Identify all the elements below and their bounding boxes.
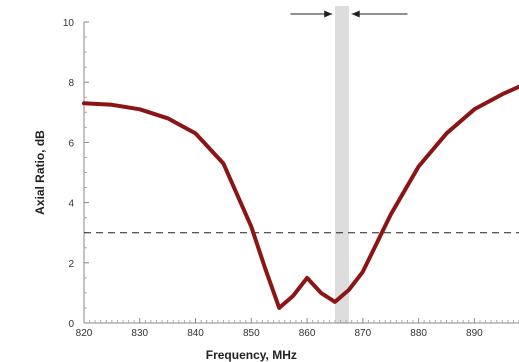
highlight-band-layer <box>334 6 349 323</box>
x-tick-label: 870 <box>355 328 372 339</box>
x-tick-label: 840 <box>187 328 204 339</box>
x-tick-label: 860 <box>299 328 316 339</box>
x-tick-label: 890 <box>466 328 483 339</box>
x-tick-label: 820 <box>76 328 93 339</box>
series-layer <box>82 84 519 310</box>
y-axis-title: Axial Ratio, dB <box>33 130 47 215</box>
arrow-head <box>351 10 360 18</box>
y-tick-label: 8 <box>68 78 74 89</box>
x-tick-label: 850 <box>243 328 260 339</box>
y-tick-label: 6 <box>68 138 74 149</box>
arrow-annotations <box>290 10 408 18</box>
x-axis-title: Frequency, MHz <box>206 348 297 362</box>
arrow-head <box>324 10 333 18</box>
highlight-band <box>334 6 349 323</box>
y-tick-label: 4 <box>68 199 74 210</box>
x-tick-label: 830 <box>131 328 148 339</box>
y-tick-label: 2 <box>68 259 74 270</box>
series-line <box>82 84 519 310</box>
axes <box>83 22 519 324</box>
y-tick-label: 0 <box>68 319 74 330</box>
x-tick-label: 880 <box>410 328 427 339</box>
y-tick-label: 10 <box>63 18 75 29</box>
